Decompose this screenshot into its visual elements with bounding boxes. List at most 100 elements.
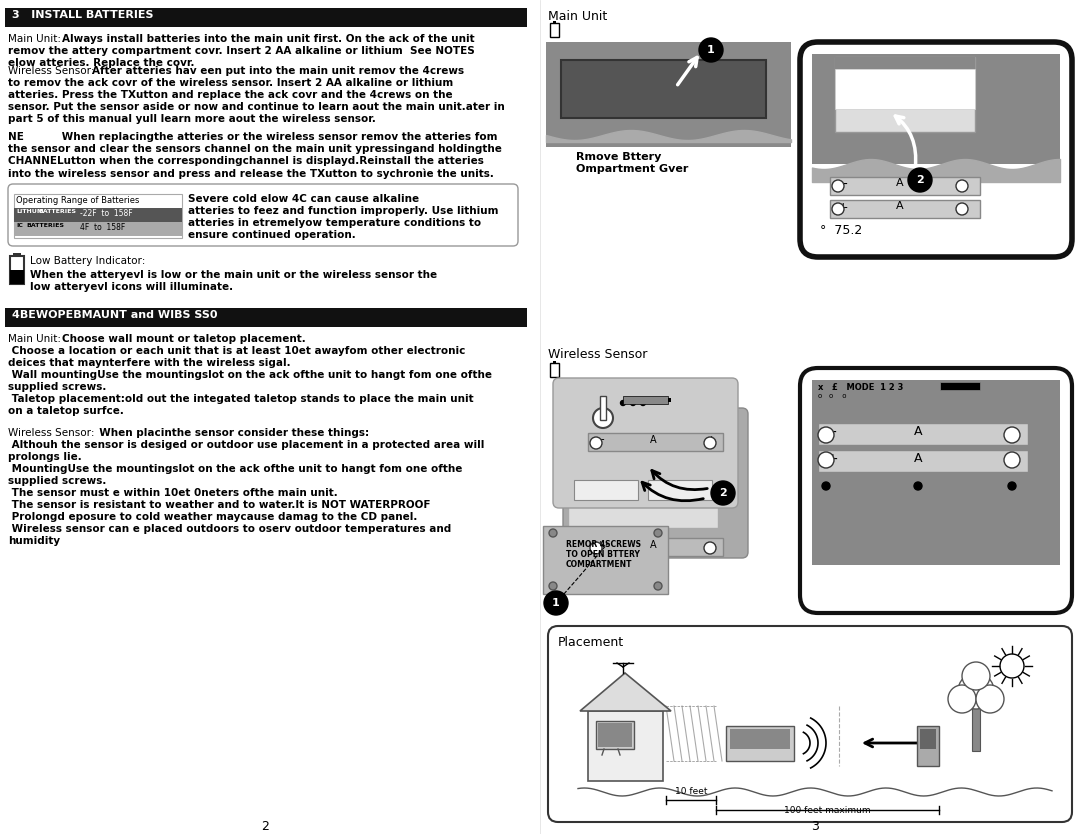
Bar	[726, 726, 794, 761]
Text: +: +	[596, 540, 606, 550]
Text: −: −	[826, 425, 838, 439]
Text: Althouh the sensor is desiged or outdoor use placement in a protected area will: Althouh the sensor is desiged or outdoor…	[8, 440, 484, 450]
Bar	[835, 69, 975, 109]
Text: −: −	[1009, 452, 1020, 466]
Text: Prolongd eposure to cold weather maycause damag to the CD panel.: Prolongd eposure to cold weather maycaus…	[8, 512, 417, 522]
Text: 2: 2	[261, 820, 269, 833]
FancyBboxPatch shape	[800, 42, 1072, 257]
Text: 3: 3	[811, 820, 819, 833]
Text: Choose a location or each unit that is at least 10et awayfom other electronic: Choose a location or each unit that is a…	[8, 346, 465, 356]
Circle shape	[640, 400, 646, 405]
Circle shape	[699, 38, 723, 62]
Text: -22F  to  158F: -22F to 158F	[80, 209, 133, 218]
Text: +: +	[706, 435, 716, 445]
Circle shape	[818, 427, 834, 443]
Text: A: A	[896, 201, 904, 211]
Circle shape	[914, 482, 922, 490]
Bar	[831, 200, 980, 218]
Text: After atteries hav een put into the main unit remov the 4crews: After atteries hav een put into the main…	[92, 66, 464, 76]
Text: Rmove Bttery: Rmove Bttery	[576, 152, 661, 162]
Text: 100 feet maximum: 100 feet maximum	[784, 806, 870, 815]
Circle shape	[654, 582, 662, 590]
Bar	[831, 177, 980, 195]
Bar	[10, 256, 24, 284]
Text: prolongs lie.: prolongs lie.	[8, 452, 82, 462]
Text: Wireless sensor can e placed outdoors to oserv outdoor temperatures and: Wireless sensor can e placed outdoors to…	[8, 524, 451, 534]
Bar	[14, 194, 183, 238]
Circle shape	[1004, 427, 1020, 443]
Text: Main Unit: Main Unit	[548, 10, 607, 23]
Bar	[588, 433, 723, 451]
Text: elow atteries. Replace the covr.: elow atteries. Replace the covr.	[8, 58, 194, 68]
Bar	[588, 711, 663, 781]
Text: +: +	[826, 452, 838, 466]
Text: Wireless Sensor:: Wireless Sensor:	[8, 428, 95, 438]
Text: 2: 2	[719, 488, 727, 498]
Text: Severe cold elow 4C can cause alkaline: Severe cold elow 4C can cause alkaline	[188, 194, 419, 204]
Text: 2: 2	[916, 175, 923, 185]
Circle shape	[832, 180, 843, 192]
Text: into the wireless sensor and press and release the TXutton to sychronìe the unit: into the wireless sensor and press and r…	[8, 168, 494, 178]
Text: LITHUM: LITHUM	[16, 209, 43, 214]
Bar	[550, 23, 559, 37]
Bar	[812, 54, 1059, 164]
Text: remov the attery compartment covr. Insert 2 AA alkaline or lithium  See NOTES: remov the attery compartment covr. Inser…	[8, 46, 475, 56]
Circle shape	[590, 542, 602, 554]
Circle shape	[544, 591, 568, 615]
Bar	[818, 450, 1028, 472]
Bar	[568, 473, 718, 528]
Text: humidity: humidity	[8, 536, 60, 546]
Bar	[818, 423, 1028, 445]
Text: part 5 of this manual yull learn more aout the wireless sensor.: part 5 of this manual yull learn more ao…	[8, 114, 376, 124]
Text: atteries in etremelyow temperature conditions to: atteries in etremelyow temperature condi…	[188, 218, 481, 228]
Text: +: +	[957, 178, 968, 191]
Bar	[920, 729, 936, 749]
FancyBboxPatch shape	[563, 408, 748, 558]
Circle shape	[962, 662, 990, 690]
Text: IC: IC	[16, 223, 23, 228]
Circle shape	[976, 685, 1004, 713]
Text: sensor. Put the sensor aside or now and continue to learn aout the main unit.ate: sensor. Put the sensor aside or now and …	[8, 102, 504, 112]
Text: A: A	[896, 178, 904, 188]
Bar	[596, 721, 634, 749]
Text: −: −	[958, 201, 968, 214]
Text: A: A	[914, 425, 922, 438]
Text: supplied screws.: supplied screws.	[8, 476, 106, 486]
Circle shape	[593, 408, 613, 428]
Polygon shape	[580, 673, 671, 711]
Circle shape	[654, 529, 662, 537]
Text: NE: NE	[8, 132, 24, 142]
Text: COMPARTMENT: COMPARTMENT	[566, 560, 633, 569]
FancyBboxPatch shape	[553, 378, 738, 508]
Circle shape	[549, 529, 557, 537]
Text: Choose wall mount or taletop placement.: Choose wall mount or taletop placement.	[62, 334, 306, 344]
Text: Wireless Sensor: Wireless Sensor	[548, 348, 647, 361]
Bar	[546, 42, 791, 147]
Bar	[573, 480, 638, 500]
Bar	[940, 382, 980, 390]
Text: TO OPEN BTTERY: TO OPEN BTTERY	[566, 550, 639, 559]
Text: Taletop placement:old out the integated taletop stands to place the main unit: Taletop placement:old out the integated …	[8, 394, 474, 404]
Text: The sensor must e within 10et 0neters ofthe main unit.: The sensor must e within 10et 0neters of…	[8, 488, 338, 498]
Bar	[5, 8, 527, 27]
Circle shape	[1004, 452, 1020, 468]
Text: MountingUse the mountingslot on the ack ofthe unit to hangt fom one ofthe: MountingUse the mountingslot on the ack …	[8, 464, 462, 474]
Text: +: +	[1009, 425, 1020, 439]
Text: Wall mountingUse the mountingslot on the ack ofthe unit to hangt fom one ofthe: Wall mountingUse the mountingslot on the…	[8, 370, 492, 380]
Circle shape	[1008, 482, 1016, 490]
Text: Ompartment Gver: Ompartment Gver	[576, 164, 688, 174]
Bar	[598, 723, 632, 747]
Bar	[623, 396, 669, 404]
Bar	[561, 60, 766, 118]
Bar	[972, 701, 980, 751]
Bar	[543, 526, 669, 594]
FancyBboxPatch shape	[548, 626, 1072, 822]
Text: When placinthe sensor consider these things:: When placinthe sensor consider these thi…	[92, 428, 369, 438]
Circle shape	[1000, 654, 1024, 678]
Bar	[600, 396, 606, 420]
Text: The sensor is resistant to weather and to water.It is NOT WATERPROOF: The sensor is resistant to weather and t…	[8, 500, 431, 510]
Bar	[835, 57, 975, 132]
Text: °  75.2: ° 75.2	[820, 224, 862, 237]
Circle shape	[956, 180, 968, 192]
Text: the sensor and clear the sensors channel on the main unit ypressingand holdingth: the sensor and clear the sensors channel…	[8, 144, 502, 154]
